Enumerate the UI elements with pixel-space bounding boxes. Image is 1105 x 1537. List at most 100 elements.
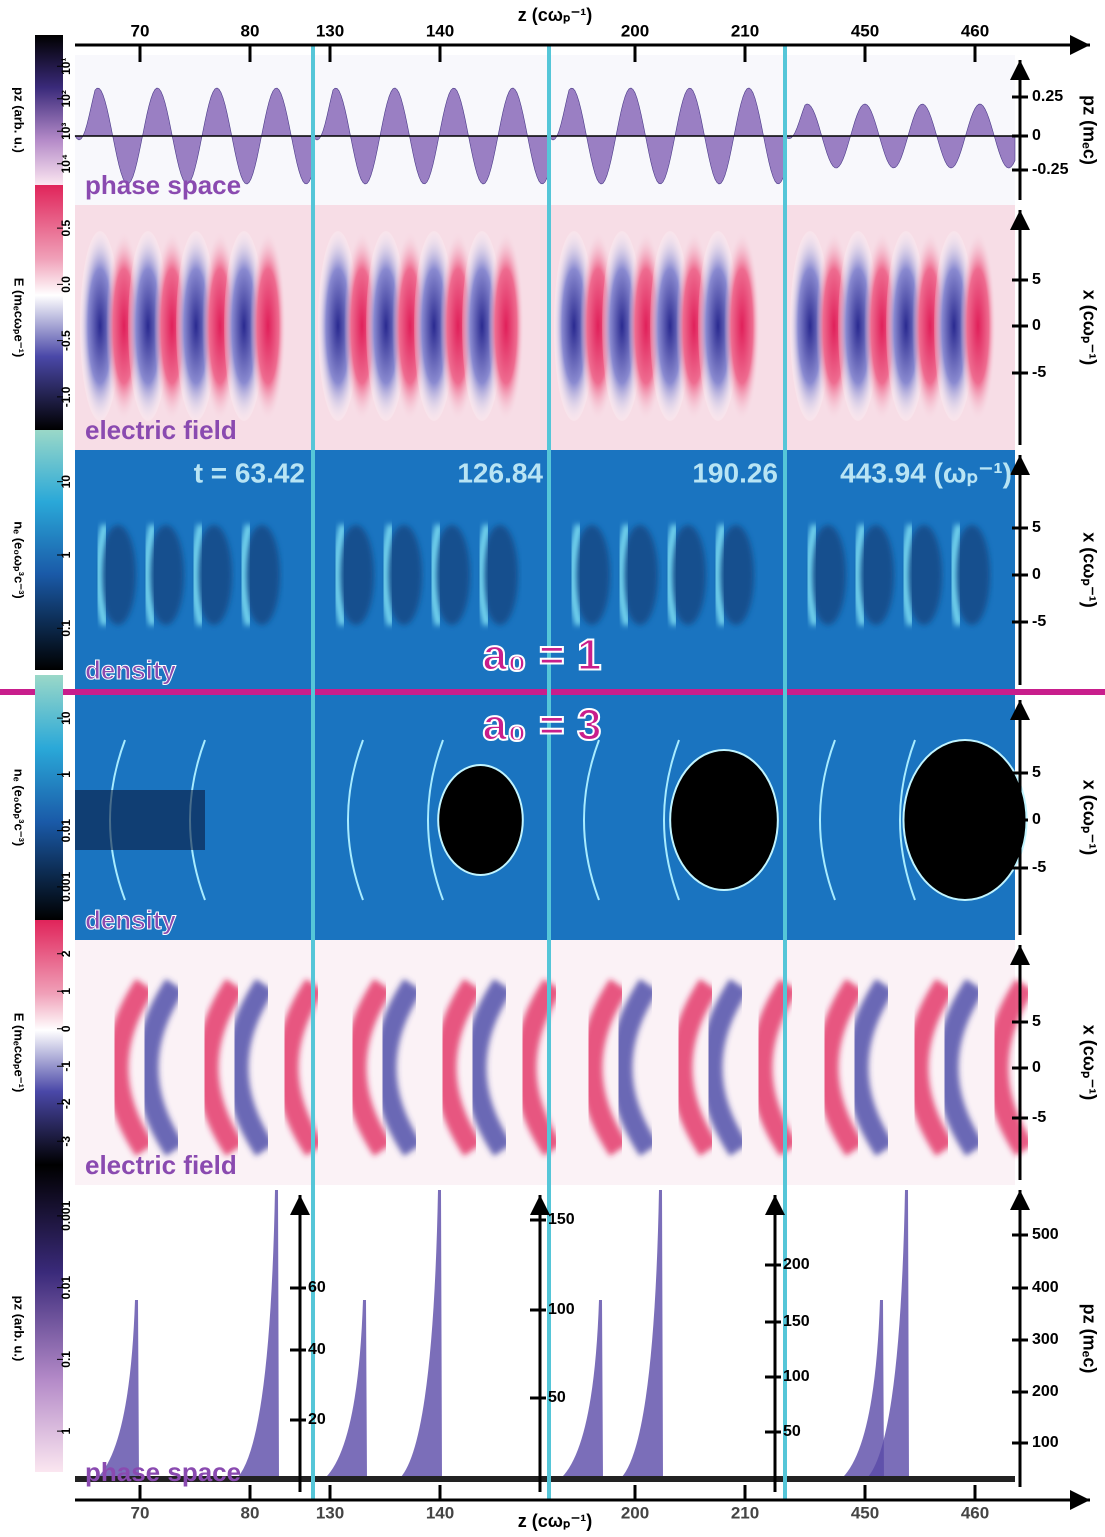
field-arc [700, 978, 749, 1157]
density-dark [574, 525, 610, 625]
top-tick-label: 210 [731, 21, 759, 40]
field-arc [276, 978, 325, 1157]
density-arc [347, 739, 364, 901]
top-tick-label: 130 [316, 21, 344, 40]
field-arc [464, 978, 513, 1157]
field-arc [580, 978, 629, 1157]
phase-spike [619, 1190, 663, 1480]
right-tick-label: 0 [1032, 317, 1041, 334]
density-dark [244, 525, 280, 625]
axis-label: z (cωₚ⁻¹) [518, 1511, 592, 1531]
bubble [902, 739, 1028, 901]
right-tick-label: 300 [1032, 1331, 1059, 1348]
right-tick-label: 5 [1032, 271, 1041, 288]
phase-floor [75, 1476, 313, 1482]
colorbar [35, 920, 63, 1165]
colorbar-tick-label: 0.001 [59, 1201, 73, 1231]
right-tick-label: -5 [1032, 859, 1046, 876]
field-arc [610, 978, 659, 1157]
phase-floor [785, 1476, 1015, 1482]
field-arc [846, 978, 895, 1157]
phase-spike [398, 1190, 442, 1480]
inner-tick-label: 60 [308, 1279, 326, 1296]
density-arc [853, 524, 867, 626]
right-tick-label: 5 [1032, 764, 1041, 781]
panel-label: density [85, 905, 177, 935]
inner-tick-label: 50 [548, 1389, 566, 1406]
colorbar-tick-label: 1 [59, 551, 73, 558]
inner-tick-label: 150 [548, 1211, 575, 1228]
right-tick-label: 5 [1032, 1013, 1041, 1030]
density-arc [899, 739, 916, 901]
colorbar-tick-label: 0.5 [59, 219, 73, 236]
density-arc [95, 524, 109, 626]
colorbar [35, 35, 63, 185]
colorbar-tick-label: 1 [59, 771, 73, 778]
colorbar-tick-label: 0.01 [59, 1276, 73, 1300]
density-dark [858, 525, 894, 625]
axis-arrow [1010, 945, 1030, 965]
phase-spike [95, 1300, 139, 1480]
axis-arrow [1070, 35, 1090, 55]
density-dark [810, 525, 846, 625]
bottom-tick-label: 450 [851, 1503, 879, 1522]
bubble [669, 749, 779, 891]
density-arc [427, 739, 444, 901]
colorbar-tick-label: 1 [59, 988, 73, 995]
density-arc [617, 524, 631, 626]
axis-arrow [530, 1195, 550, 1215]
panel-bg [75, 695, 1015, 940]
top-tick-label: 70 [131, 21, 150, 40]
density-arc [583, 739, 600, 901]
top-tick-label: 80 [241, 21, 260, 40]
top-tick-label: 460 [961, 21, 989, 40]
right-axis-label: x (cωₚ⁻¹) [1079, 532, 1099, 607]
panel-label: phase space [85, 170, 241, 200]
field-arc [936, 978, 985, 1157]
right-axis-label: x (cωₚ⁻¹) [1079, 780, 1099, 855]
axis-arrow [1010, 210, 1030, 230]
density-arc [381, 524, 395, 626]
colorbar-tick-label: 1 [59, 1427, 73, 1434]
top-tick-label: 450 [851, 21, 879, 40]
density-dark [434, 525, 470, 625]
field-arc [374, 978, 423, 1157]
density-arc [665, 524, 679, 626]
colorbar-tick-label: -3 [59, 1136, 73, 1147]
field-arc [136, 978, 185, 1157]
density-dark [622, 525, 658, 625]
colorbar-tick-label: 10 [59, 475, 73, 489]
right-tick-label: -5 [1032, 613, 1046, 630]
inner-tick-label: 100 [783, 1368, 810, 1385]
time-label: 190.26 [692, 457, 778, 488]
panel-label: phase space [85, 1457, 241, 1487]
colorbar-label: pz (arb. u.) [12, 1296, 27, 1362]
density-arc [429, 524, 443, 626]
bottom-tick-label: 460 [961, 1503, 989, 1522]
colorbar-tick-label: 10² [59, 90, 73, 107]
time-label: t = 63.42 [194, 457, 305, 488]
field-arc [434, 978, 483, 1157]
bottom-tick-label: 140 [426, 1503, 454, 1522]
colorbar-tick-label: 0.1 [59, 620, 73, 637]
density-arc [713, 524, 727, 626]
density-dark [718, 525, 754, 625]
right-tick-label: -0.25 [1032, 161, 1069, 178]
regime-label: a₀ = 3 [483, 701, 602, 750]
density-arc [663, 739, 680, 901]
colorbar-tick-label: 10³ [59, 123, 73, 140]
density-arc [191, 524, 205, 626]
panels [74, 55, 1035, 1492]
field-arc [226, 978, 275, 1157]
bubble [75, 790, 205, 850]
inner-tick-label: 100 [548, 1301, 575, 1318]
colorbar-label: pz (arb. u.) [12, 87, 27, 153]
colorbar-tick-label: -0.5 [59, 330, 73, 351]
phase-spike [323, 1300, 367, 1480]
field-arc [344, 978, 393, 1157]
colorbar-label: nₑ (e₀ωₚ³c⁻³) [12, 521, 27, 599]
right-tick-label: 100 [1032, 1434, 1059, 1451]
density-dark [338, 525, 374, 625]
density-arc [239, 524, 253, 626]
phase-spike [235, 1190, 279, 1480]
